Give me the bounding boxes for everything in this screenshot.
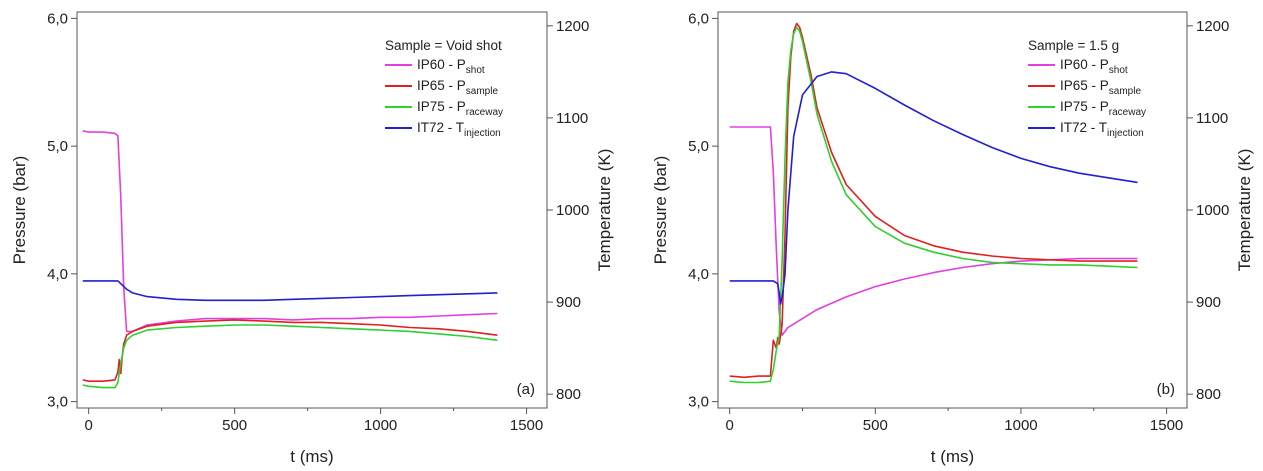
x-tick-label: 0: [85, 417, 93, 434]
legend-entry-name: IP75 - P: [417, 99, 466, 114]
x-tick-label: 1500: [510, 417, 543, 434]
x-tick-label: 500: [863, 417, 888, 434]
legend-entry: IP65 - Psample: [417, 78, 498, 97]
legend-entry-subscript: shot: [466, 65, 485, 76]
legend-entry: IP75 - Praceway: [417, 99, 503, 118]
chart-panel-a: 0 500 1000 1500 3,0 4,0 5,0 6,0 800 900 1000 1100 12…: [10, 10, 614, 466]
series-line-it72: [82, 280, 498, 302]
legend-title: Sample = 1.5 g: [1028, 38, 1119, 53]
y-left-tick-label: 5,0: [47, 138, 68, 155]
y-right-tick-label: 1000: [1196, 202, 1229, 219]
x-tick-label: 1500: [1150, 417, 1183, 434]
legend-entry-subscript: injection: [1107, 128, 1144, 139]
series-line-it72: [729, 71, 1138, 305]
series-line-ip60: [82, 130, 498, 333]
y-left-axis-title: Pressure (bar): [10, 156, 29, 265]
legend-entry: IP60 - Pshot: [1060, 57, 1128, 76]
legend-entry-name: IP65 - P: [417, 78, 466, 93]
legend-entry: IT72 - Tinjection: [1060, 120, 1144, 139]
legend-entry-name: IT72 - T: [1060, 120, 1107, 135]
y-right-tick-label: 1100: [556, 110, 588, 127]
y-right-tick-label: 1100: [1196, 110, 1228, 127]
series-line-ip60: [729, 126, 1138, 337]
legend-entry: IP75 - Praceway: [1060, 99, 1146, 118]
y-left-tick-label: 6,0: [688, 10, 709, 27]
y-right-tick-label: 800: [1196, 386, 1221, 403]
series-line-ip75: [82, 324, 498, 389]
y-right-tick-label: 1200: [556, 18, 589, 35]
legend-title: Sample = Void shot: [385, 38, 502, 53]
panel-tag: (a): [517, 381, 535, 398]
y-right-tick-label: 800: [556, 386, 581, 403]
y-left-axis-title: Pressure (bar): [651, 156, 670, 265]
x-axis-title: t (ms): [290, 447, 333, 466]
y-right-tick-label: 900: [1196, 294, 1221, 311]
legend-entry-subscript: raceway: [1109, 107, 1146, 118]
legend-entry-name: IP75 - P: [1060, 99, 1109, 114]
chart-panel-b: 0 500 1000 1500 3,0 4,0 5,0 6,0 800 900 1000 1100 12…: [651, 10, 1254, 466]
legend-entry-subscript: sample: [1109, 86, 1142, 97]
series-line-ip75: [729, 26, 1138, 384]
panel-tag: (b): [1157, 381, 1175, 398]
y-right-axis-title: Temperature (K): [1235, 149, 1254, 272]
y-left-tick-label: 6,0: [47, 10, 68, 27]
series-line-ip65: [82, 319, 498, 383]
legend-entry: IP60 - Pshot: [417, 57, 485, 76]
legend-entry-subscript: shot: [1109, 65, 1128, 76]
y-right-axis-title: Temperature (K): [595, 149, 614, 272]
x-tick-label: 1000: [1004, 417, 1037, 434]
legend-entry: IP65 - Psample: [1060, 78, 1141, 97]
y-right-tick-label: 1200: [1196, 18, 1229, 35]
legend-entry-subscript: sample: [466, 86, 499, 97]
x-tick-label: 1000: [364, 417, 397, 434]
legend-entry-name: IP65 - P: [1060, 78, 1109, 93]
y-right-tick-label: 900: [556, 294, 581, 311]
y-left-tick-label: 3,0: [47, 394, 68, 411]
series-line-ip65: [729, 22, 1138, 379]
x-tick-label: 500: [222, 417, 247, 434]
x-tick-label: 0: [725, 417, 733, 434]
legend-entry-name: IT72 - T: [417, 120, 464, 135]
y-left-tick-label: 4,0: [688, 266, 709, 283]
legend-entry-name: IP60 - P: [417, 57, 466, 72]
y-right-tick-label: 1000: [556, 202, 589, 219]
legend-entry: IT72 - Tinjection: [417, 120, 501, 139]
x-axis-title: t (ms): [931, 447, 974, 466]
y-left-tick-label: 4,0: [47, 266, 68, 283]
y-left-tick-label: 5,0: [688, 138, 709, 155]
legend-entry-name: IP60 - P: [1060, 57, 1109, 72]
y-left-tick-label: 3,0: [688, 394, 709, 411]
legend-entry-subscript: raceway: [466, 107, 503, 118]
legend-entry-subscript: injection: [464, 128, 501, 139]
